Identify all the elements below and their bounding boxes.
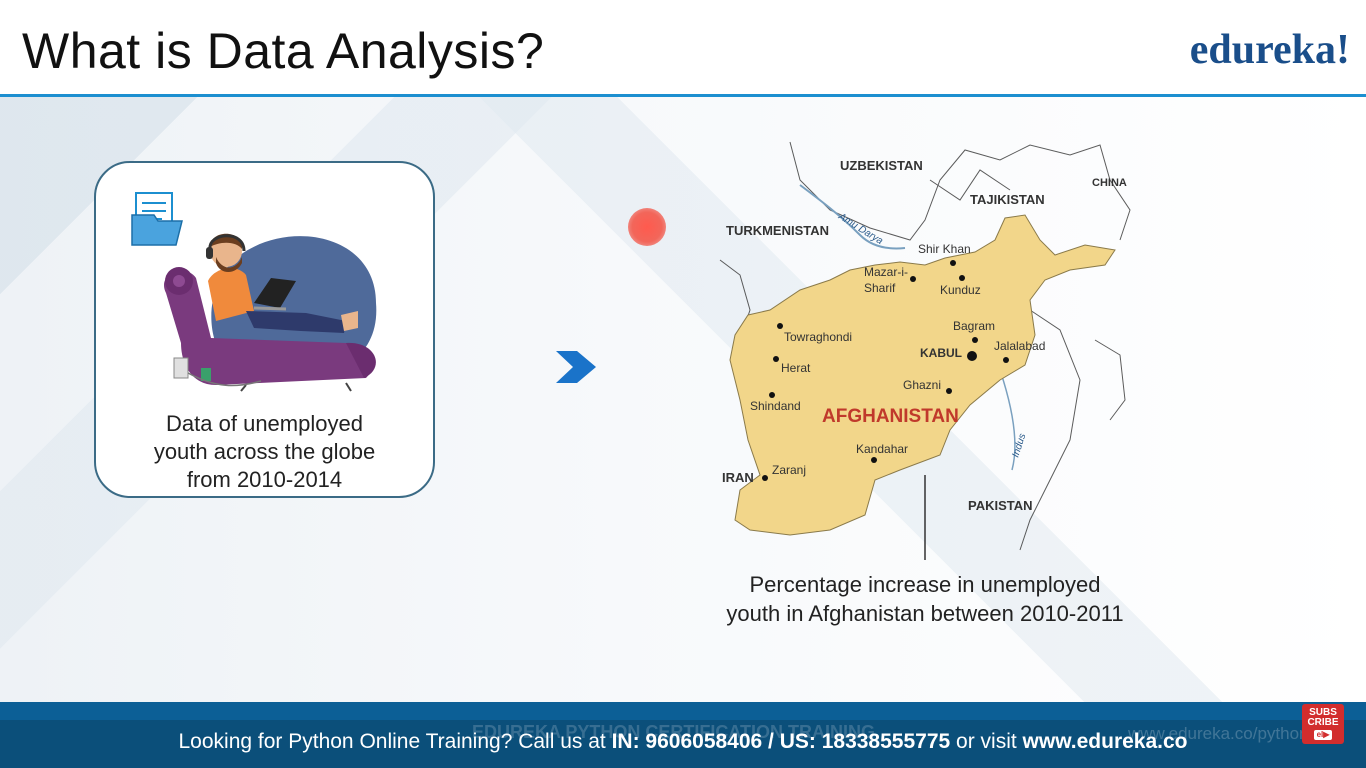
card-text-line: youth across the globe — [153, 439, 376, 464]
river-label: Amu Darya — [836, 211, 885, 248]
subscribe-line: SUBS — [1309, 707, 1337, 718]
slide-header: What is Data Analysis? edureka! — [0, 0, 1366, 96]
subscribe-button[interactable]: SUBS CRIBE el▶ — [1302, 704, 1344, 744]
city-label: Kunduz — [940, 283, 981, 297]
neighbor-label: IRAN — [722, 470, 754, 485]
city-label: Towraghondi — [784, 330, 852, 344]
slide-title: What is Data Analysis? — [22, 23, 545, 79]
footer-prefix: Looking for Python Online Training? Call… — [178, 730, 612, 753]
footer-middle: or visit — [950, 730, 1023, 753]
city-label: Mazar-i- — [864, 265, 908, 279]
header-divider — [0, 94, 1366, 97]
caption-line: youth in Afghanistan between 2010-2011 — [726, 601, 1124, 626]
footer-phones: IN: 9606058406 / US: 18338555775 — [611, 730, 951, 753]
card-illustration — [131, 192, 377, 392]
river-label: Indus — [1010, 432, 1028, 459]
footer-website-link[interactable]: www.edureka.co — [1022, 730, 1188, 753]
neighbor-label: UZBEKISTAN — [840, 158, 923, 173]
city-label: Shindand — [750, 399, 801, 413]
footer-watermark-url: www.edureka.co/python — [1128, 724, 1309, 743]
capital-label: KABUL — [920, 346, 962, 360]
subscribe-line: CRIBE — [1307, 717, 1339, 728]
card-text-line: from 2010-2014 — [186, 467, 343, 492]
city-label: Herat — [781, 361, 811, 375]
footer-watermark-text: EDUREKA PYTHON CERTIFICATION TRAINING — [472, 722, 875, 742]
edureka-logo: edureka! — [1189, 27, 1350, 73]
neighbor-label: TURKMENISTAN — [726, 223, 829, 238]
chevron-right-icon — [556, 351, 596, 383]
neighbor-label: PAKISTAN — [968, 498, 1033, 513]
country-label: AFGHANISTAN — [822, 406, 959, 427]
afghanistan-shape — [729, 214, 1116, 536]
pointer-highlight — [628, 208, 666, 246]
city-label: Ghazni — [903, 378, 941, 392]
city-label: Sharif — [864, 281, 896, 295]
afghanistan-map: UZBEKISTAN TAJIKISTAN CHINA TURKMENISTAN… — [719, 141, 1131, 560]
city-label: Shir Khan — [918, 242, 971, 256]
neighbor-label: TAJIKISTAN — [970, 192, 1045, 207]
footer-cta: Looking for Python Online Training? Call… — [0, 730, 1366, 754]
play-icon: el▶ — [1313, 730, 1333, 740]
footer-top-strip — [0, 702, 1366, 720]
neighbor-label: CHINA — [1092, 177, 1127, 189]
city-label: Zaranj — [772, 463, 806, 477]
data-source-card: Data of unemployed youth across the glob… — [94, 161, 435, 498]
city-label: Kandahar — [856, 442, 908, 456]
card-text-line: Data of unemployed — [166, 411, 363, 436]
card-description: Data of unemployed youth across the glob… — [96, 410, 433, 494]
city-label: Jalalabad — [994, 339, 1045, 353]
caption-line: Percentage increase in unemployed — [749, 572, 1101, 597]
map-caption: Percentage increase in unemployed youth … — [690, 570, 1160, 628]
city-label: Bagram — [953, 319, 995, 333]
document-folder-icon — [131, 192, 183, 246]
person-on-couch-with-laptop-illustration — [163, 233, 376, 392]
